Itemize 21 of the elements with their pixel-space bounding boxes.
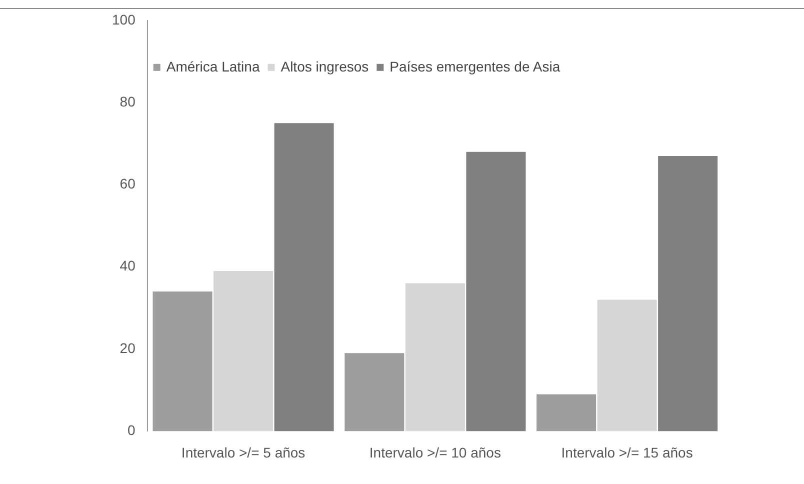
bar	[214, 270, 274, 432]
bar	[658, 156, 718, 432]
legend-label: Altos ingresos	[280, 58, 369, 74]
bar	[152, 292, 212, 432]
legend-label: Países emergentes de Asia	[390, 58, 560, 74]
bar	[274, 123, 334, 432]
bar	[536, 394, 596, 432]
bar	[344, 353, 404, 432]
x-tick-label: Intervalo >/= 10 años	[369, 444, 501, 460]
bar	[466, 152, 526, 432]
bar	[597, 300, 657, 432]
y-tick-label: 0	[128, 422, 136, 438]
y-tick-label: 100	[112, 11, 136, 28]
x-tick-label: Intervalo >/= 5 años	[181, 444, 306, 460]
bar	[405, 283, 465, 432]
x-tick-label: Intervalo >/= 15 años	[561, 444, 693, 460]
y-tick-label: 40	[120, 258, 136, 274]
y-tick-label: 60	[120, 176, 136, 192]
y-tick-label: 80	[120, 93, 136, 110]
legend-label: América Latina	[166, 58, 260, 74]
y-tick-label: 20	[120, 340, 136, 356]
